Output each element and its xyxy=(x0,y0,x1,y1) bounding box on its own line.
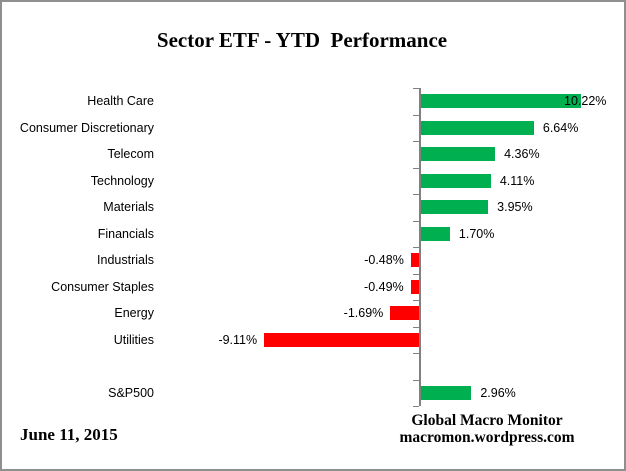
axis-tick xyxy=(413,88,419,89)
bar-positive xyxy=(421,120,534,135)
axis-tick xyxy=(413,194,419,195)
bar-negative xyxy=(410,253,419,268)
date-label: June 11, 2015 xyxy=(20,425,118,444)
category-label: Consumer Staples xyxy=(51,279,154,294)
y-axis-line xyxy=(419,88,421,406)
category-label: Industrials xyxy=(97,253,154,268)
axis-tick xyxy=(413,379,419,381)
value-label: -0.49% xyxy=(364,279,404,294)
category-label: Telecom xyxy=(107,147,154,162)
bar-negative xyxy=(264,332,419,347)
category-label: Energy xyxy=(114,306,154,321)
category-label: Materials xyxy=(103,200,154,215)
axis-tick xyxy=(413,167,419,169)
axis-tick xyxy=(413,141,419,142)
axis-tick xyxy=(413,273,419,275)
value-label: 4.36% xyxy=(504,147,540,162)
value-label: 1.70% xyxy=(458,226,495,241)
chart-title: Sector ETF - YTD Performance xyxy=(156,28,448,52)
category-label: Consumer Discretionary xyxy=(19,120,154,135)
axis-tick xyxy=(413,406,419,407)
category-label: Technology xyxy=(90,173,154,188)
bar-positive xyxy=(421,226,450,241)
value-label: -0.48% xyxy=(364,253,404,268)
credit-url: macromon.wordpress.com xyxy=(399,429,575,446)
value-label: 4.11% xyxy=(499,173,535,188)
bar-negative xyxy=(390,306,419,321)
value-label: 2.96% xyxy=(480,385,516,400)
axis-tick xyxy=(413,353,419,354)
axis-tick xyxy=(413,220,419,222)
axis-tick xyxy=(413,300,419,301)
axis-tick xyxy=(413,247,419,248)
bar-positive xyxy=(421,173,491,188)
bar-negative xyxy=(410,279,419,294)
value-label: 10.22% xyxy=(564,94,607,109)
category-label: Utilities xyxy=(113,332,154,347)
bar-positive xyxy=(421,94,581,109)
value-label: 6.64% xyxy=(542,120,579,135)
axis-tick xyxy=(413,326,419,328)
axis-tick xyxy=(413,114,419,116)
value-label: -1.69% xyxy=(343,306,384,321)
value-label: 3.95% xyxy=(497,200,533,215)
credit-source: Global Macro Monitor xyxy=(411,412,563,429)
bar-positive xyxy=(421,147,496,162)
bar-positive xyxy=(421,385,472,400)
category-label: S&P500 xyxy=(108,385,154,400)
category-label: Financials xyxy=(97,226,154,241)
category-label: Health Care xyxy=(87,94,154,109)
value-label: -9.11% xyxy=(218,332,258,347)
credit-block: Global Macro Monitor macromon.wordpress.… xyxy=(342,412,624,446)
bar-positive xyxy=(421,200,489,215)
